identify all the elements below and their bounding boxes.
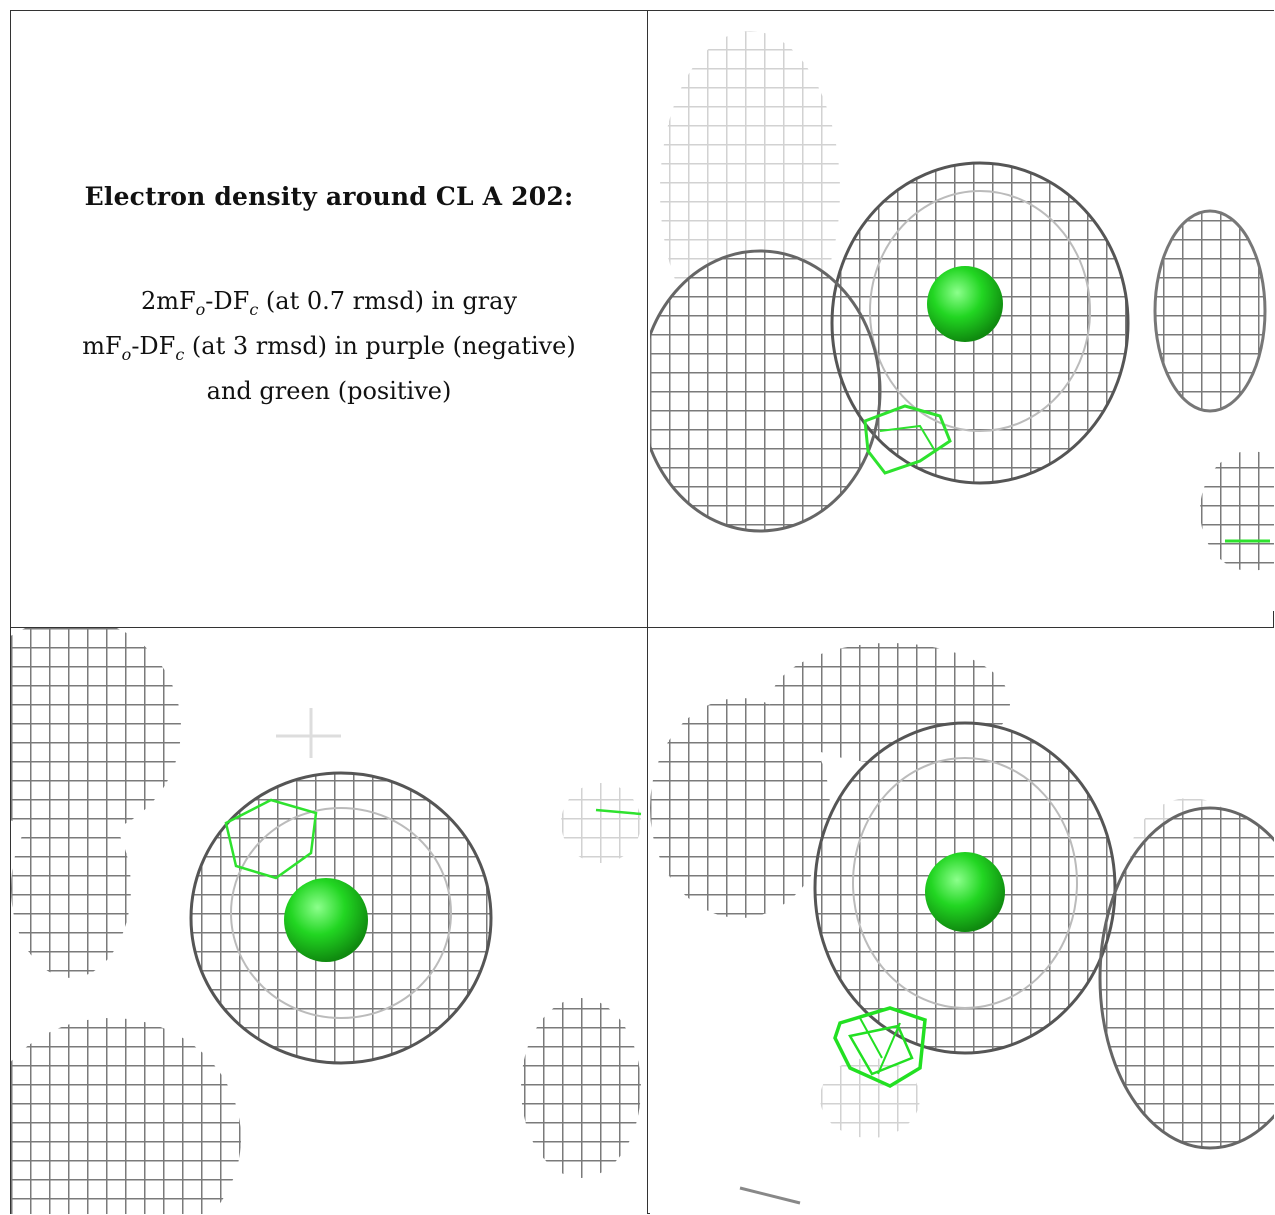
background-density-mesh — [11, 628, 641, 1214]
chloride-ion-sphere — [927, 266, 1003, 342]
caption-cell: Electron density around CL A 202: 2mFo-D… — [11, 11, 647, 627]
density-view-3 — [650, 628, 1274, 1214]
positive-difference-mesh — [833, 1006, 927, 1088]
legend-line-fo: mFo-DFc (at 3 rmsd) in purple (negative) — [82, 331, 576, 364]
figure-title: Electron density around CL A 202: — [84, 182, 574, 211]
positive-difference-mesh — [863, 404, 1270, 543]
mesh-render-2 — [11, 628, 642, 1214]
density-view-1 — [650, 11, 1274, 611]
density-view-2 — [11, 628, 647, 1214]
mesh-render-3 — [650, 643, 1274, 1205]
chloride-ion-sphere — [284, 878, 368, 962]
positive-difference-mesh — [224, 798, 642, 880]
table-divider-horizontal — [10, 627, 1274, 628]
legend-text: 2mFo-DFc (at 0.7 rmsd) in gray mFo-DFc (… — [11, 283, 647, 409]
legend-line-positive: and green (positive) — [206, 376, 452, 405]
table-divider-vertical — [647, 10, 648, 1214]
background-density-mesh — [650, 31, 1274, 571]
mesh-render-1 — [650, 31, 1274, 571]
chloride-ion-sphere — [925, 852, 1005, 932]
legend-line-2fo: 2mFo-DFc (at 0.7 rmsd) in gray — [140, 287, 518, 319]
